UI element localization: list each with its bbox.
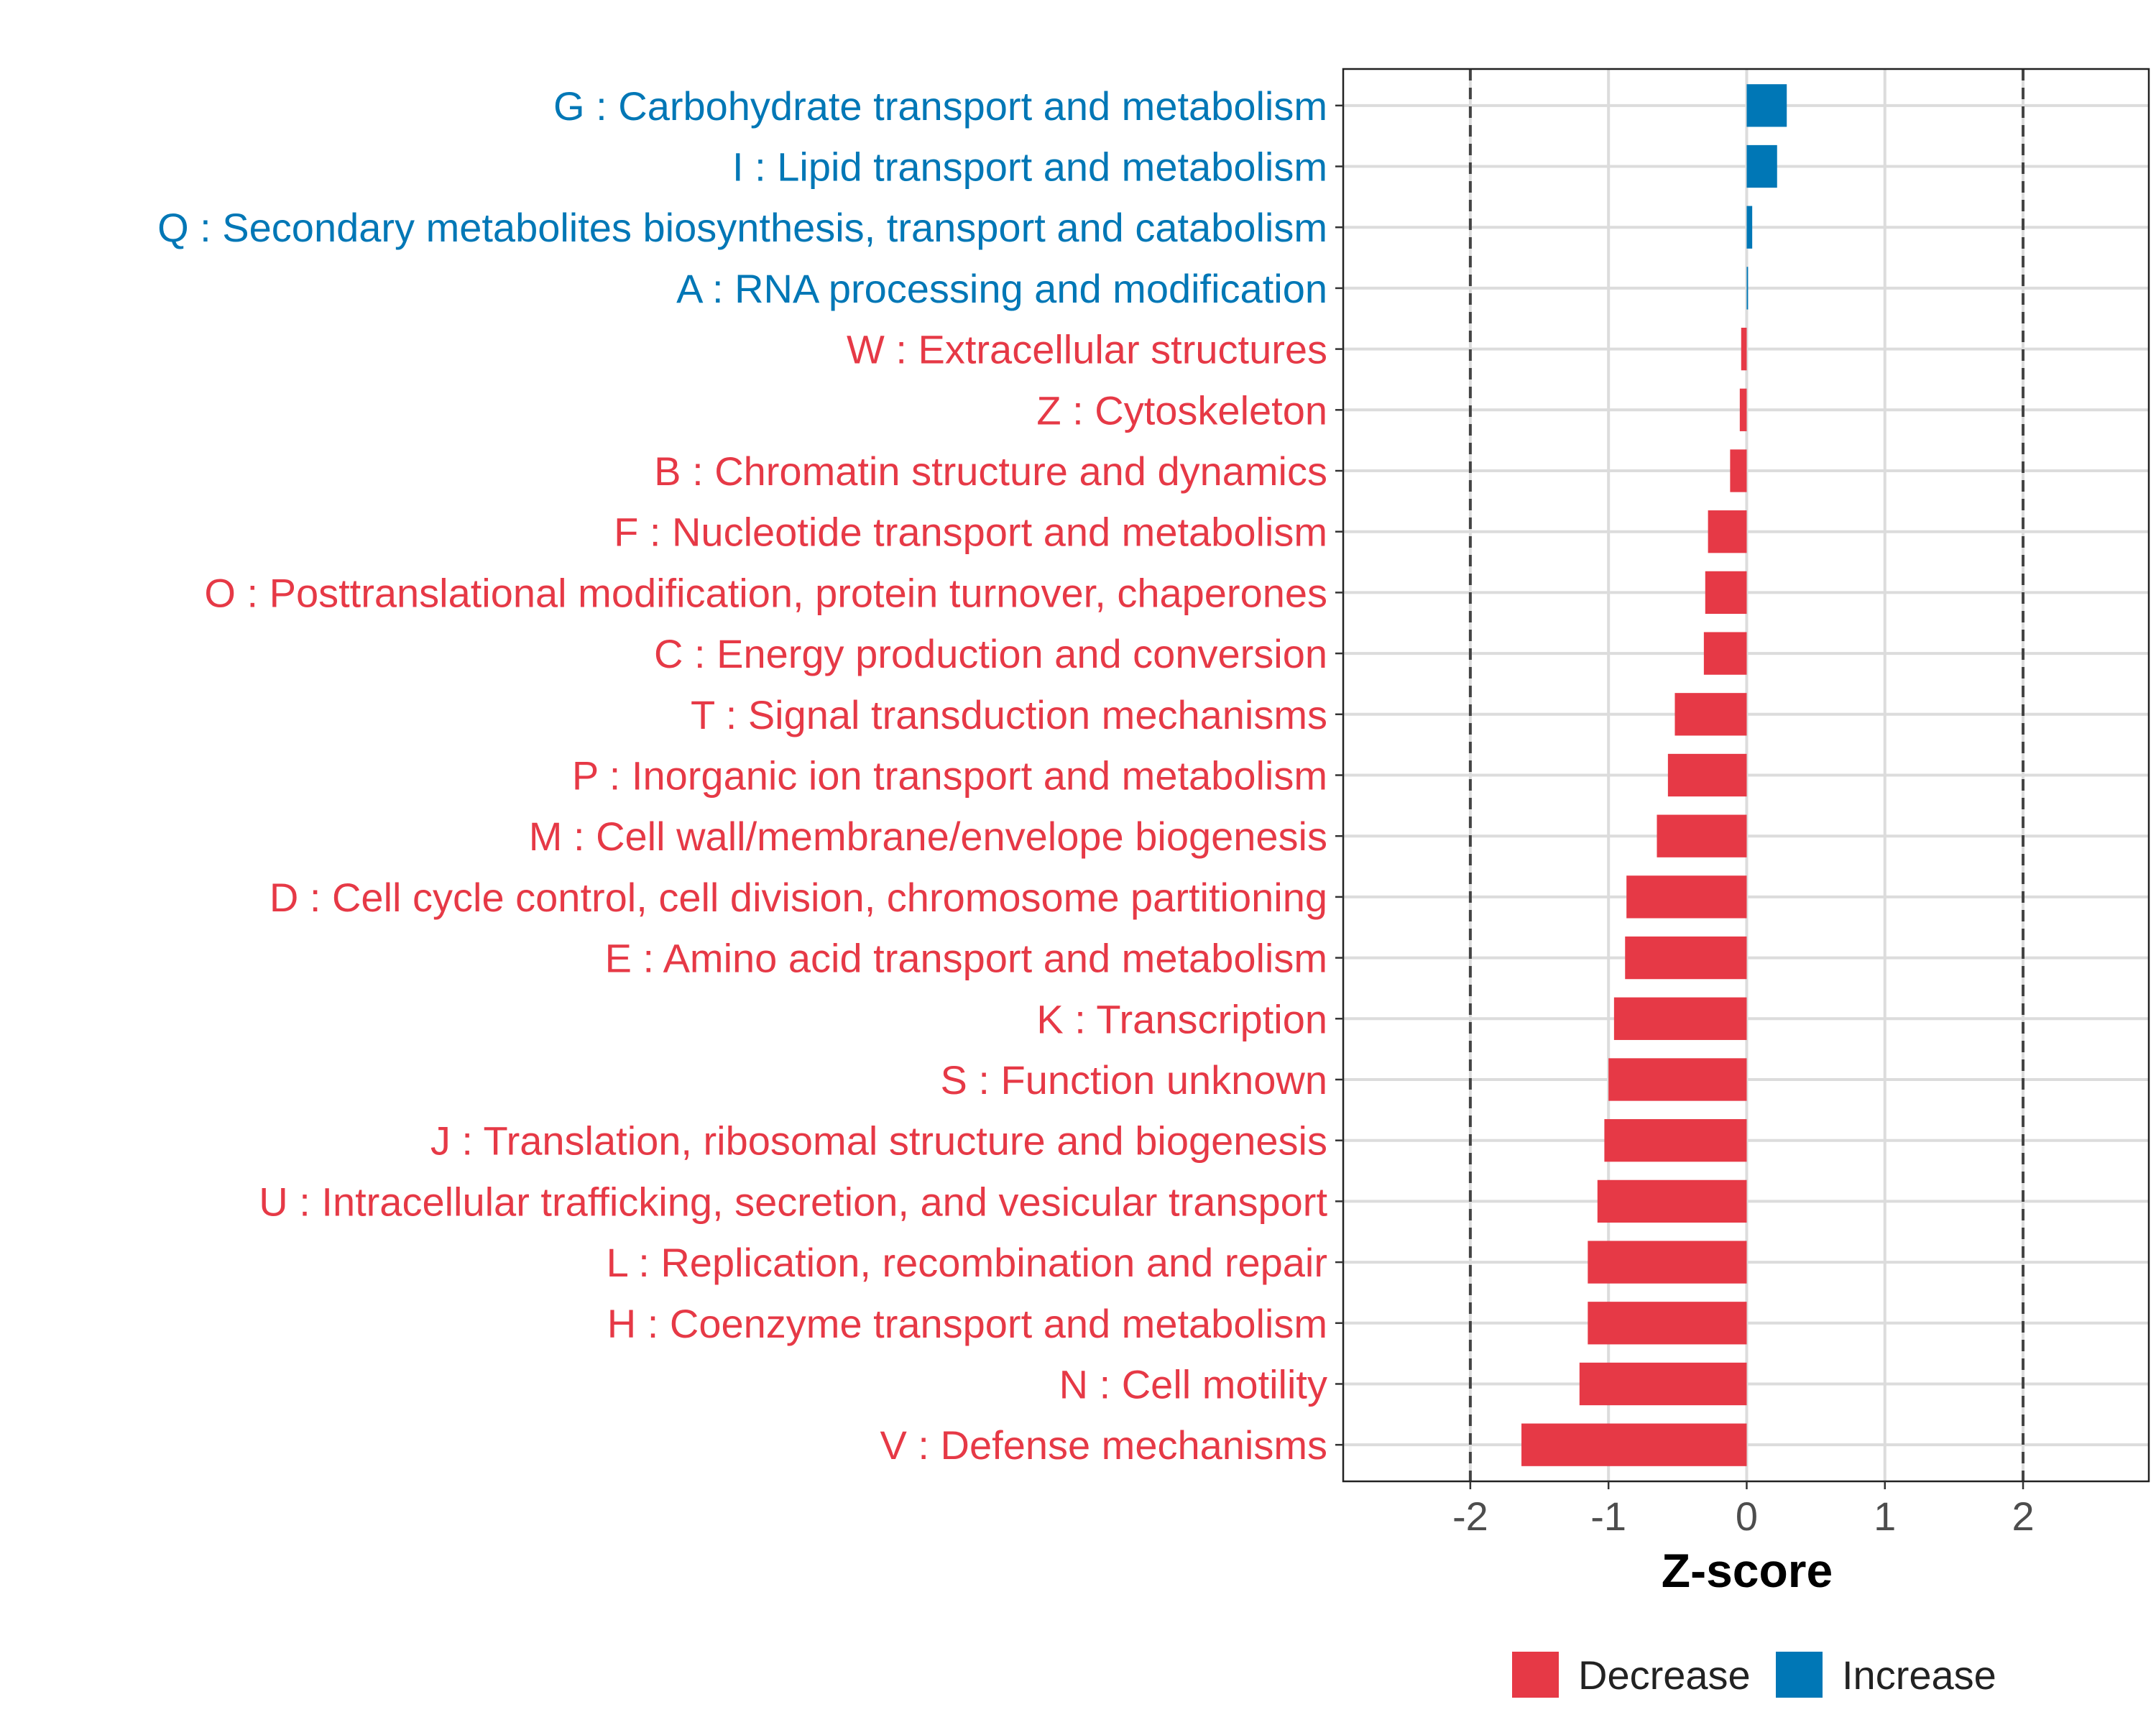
bar <box>1626 875 1747 919</box>
category-label: V : Defense mechanisms <box>880 1422 1327 1468</box>
category-label: D : Cell cycle control, cell division, c… <box>270 875 1327 920</box>
bar <box>1657 814 1747 857</box>
bar <box>1741 327 1747 371</box>
x-axis-ticks: -2 -1 0 1 2 <box>1452 1481 2035 1539</box>
x-tick-label: -1 <box>1590 1494 1626 1539</box>
bar <box>1674 693 1747 736</box>
category-label: M : Cell wall/membrane/envelope biogenes… <box>529 814 1327 859</box>
x-axis-title: Z-score <box>1662 1544 1833 1597</box>
bar <box>1730 449 1747 492</box>
category-label: G : Carbohydrate transport and metabolis… <box>553 83 1327 129</box>
category-label: Q : Secondary metabolites biosynthesis, … <box>157 205 1327 250</box>
x-tick-label: 1 <box>1874 1494 1896 1539</box>
bar <box>1667 753 1747 797</box>
x-tick-label: -2 <box>1452 1494 1488 1539</box>
bar <box>1746 206 1753 249</box>
category-label: I : Lipid transport and metabolism <box>732 144 1327 190</box>
category-labels: G : Carbohydrate transport and metabolis… <box>157 83 1343 1468</box>
legend-key-increase <box>1776 1652 1823 1698</box>
category-label: A : RNA processing and modification <box>676 266 1327 311</box>
category-label: Z : Cytoskeleton <box>1036 387 1327 433</box>
category-label: B : Chromatin structure and dynamics <box>654 448 1327 494</box>
bar <box>1739 388 1747 431</box>
category-label: C : Energy production and conversion <box>654 631 1327 676</box>
x-tick-label: 0 <box>1736 1494 1758 1539</box>
bar <box>1521 1423 1747 1466</box>
category-label: U : Intracellular trafficking, secretion… <box>259 1179 1327 1224</box>
bar <box>1705 571 1747 615</box>
bars <box>1521 84 1787 1466</box>
bar <box>1703 632 1747 675</box>
category-label: O : Posttranslational modification, prot… <box>204 570 1327 615</box>
category-label: P : Inorganic ion transport and metaboli… <box>572 753 1327 799</box>
bar <box>1746 84 1787 127</box>
bar <box>1708 510 1747 553</box>
bar <box>1597 1179 1747 1223</box>
category-label: L : Replication, recombination and repai… <box>607 1240 1327 1285</box>
legend-key-decrease <box>1512 1652 1559 1698</box>
category-label: N : Cell motility <box>1059 1361 1327 1407</box>
bar <box>1613 997 1747 1040</box>
legend-label-decrease: Decrease <box>1578 1652 1751 1698</box>
category-label: H : Coenzyme transport and metabolism <box>607 1301 1327 1346</box>
reference-lines <box>1468 69 2025 1481</box>
bar <box>1608 1058 1747 1101</box>
category-label: S : Function unknown <box>940 1057 1327 1103</box>
legend: Decrease Increase <box>1512 1652 1996 1698</box>
bar <box>1579 1362 1747 1406</box>
bar <box>1746 144 1777 188</box>
bar <box>1588 1302 1747 1345</box>
bar <box>1604 1119 1747 1162</box>
category-label: K : Transcription <box>1036 996 1327 1041</box>
x-tick-label: 2 <box>2012 1494 2034 1539</box>
category-label: J : Translation, ribosomal structure and… <box>430 1118 1327 1164</box>
category-label: T : Signal transduction mechanisms <box>691 692 1327 737</box>
category-label: W : Extracellular structures <box>847 327 1327 372</box>
legend-label-increase: Increase <box>1842 1652 1996 1698</box>
category-label: E : Amino acid transport and metabolism <box>605 936 1327 981</box>
bar <box>1625 936 1747 980</box>
category-label: F : Nucleotide transport and metabolism <box>614 510 1327 555</box>
bar <box>1588 1241 1747 1284</box>
bar <box>1746 267 1749 310</box>
